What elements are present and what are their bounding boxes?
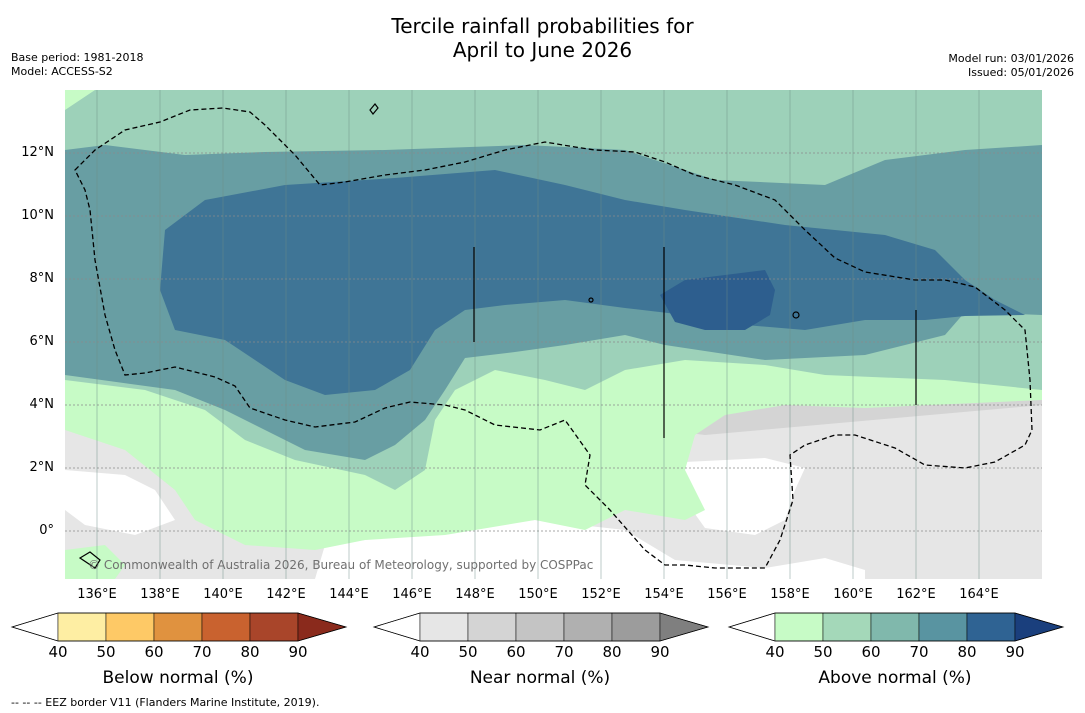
map-title: Tercile rainfall probabilities for April… — [0, 14, 1085, 62]
lon-label-148e: 148°E — [455, 587, 495, 602]
lon-label-158e: 158°E — [770, 587, 810, 602]
cb-near-segment-0 — [373, 612, 421, 642]
model-name: Model: ACCESS-S2 — [11, 65, 113, 78]
probability-map — [65, 90, 1042, 579]
cb-below-tick-60: 60 — [144, 643, 164, 661]
cb-below-tick-90: 90 — [288, 643, 308, 661]
cb-below-segment-1 — [57, 612, 107, 642]
above-normal-50-patch-sw — [65, 545, 125, 579]
latitude-gridlines — [65, 152, 1042, 532]
cb-near-title: Near normal (%) — [469, 668, 611, 688]
base-period: Base period: 1981-2018 — [11, 51, 144, 64]
eez-footnote: -- -- -- EEZ border V11 (Flanders Marine… — [11, 696, 320, 709]
cb-above-tick-50: 50 — [813, 643, 833, 661]
cb-above-segment-3 — [870, 612, 920, 642]
cb-near-outline — [372, 612, 710, 642]
colorbar-below-normal — [10, 612, 348, 642]
lon-label-152e: 152°E — [581, 587, 621, 602]
no-signal-region-west — [65, 470, 175, 535]
cb-near-segment-2 — [467, 612, 517, 642]
cb-near-tick-50: 50 — [458, 643, 478, 661]
cb-near-segment-1 — [419, 612, 469, 642]
issued-date: Issued: 05/01/2026 — [967, 66, 1074, 79]
cb-above-outline — [727, 612, 1065, 642]
lat-label-4n: 4°N — [29, 397, 55, 412]
cb-above-tick-40: 40 — [765, 643, 785, 661]
cb-below-segment-2 — [105, 612, 155, 642]
cb-near-segment-5 — [611, 612, 661, 642]
longitude-gridlines — [96, 90, 980, 579]
eez-border — [74, 107, 1033, 569]
cb-above-segment-6 — [1014, 612, 1064, 642]
cb-below-segment-4 — [201, 612, 251, 642]
cb-above-segment-0 — [728, 612, 776, 642]
cb-above-tick-60: 60 — [861, 643, 881, 661]
cb-near-tick-70: 70 — [554, 643, 574, 661]
colorbar-above-normal — [727, 612, 1065, 642]
lon-label-162e: 162°E — [896, 587, 936, 602]
model-run-date: Model run: 03/01/2026 — [948, 52, 1074, 65]
lat-label-6n: 6°N — [29, 334, 55, 349]
copyright-notice: © Commonwealth of Australia 2026, Bureau… — [88, 558, 594, 572]
cb-above-segment-1 — [774, 612, 824, 642]
cb-above-segment-2 — [822, 612, 872, 642]
no-signal-region-center — [315, 520, 865, 579]
cb-below-tick-80: 80 — [240, 643, 260, 661]
no-signal-region-east — [685, 458, 805, 535]
lon-label-138e: 138°E — [140, 587, 180, 602]
title-line-2: April to June 2026 — [452, 38, 633, 62]
cb-above-tick-80: 80 — [957, 643, 977, 661]
lon-label-164e: 164°E — [959, 587, 999, 602]
lon-label-154e: 154°E — [644, 587, 684, 602]
cb-near-segment-6 — [659, 612, 709, 642]
cb-below-title: Below normal (%) — [102, 668, 254, 688]
lat-label-12n: 12°N — [21, 145, 54, 160]
island-outlines — [78, 103, 917, 569]
map-svg — [65, 90, 1042, 579]
lon-label-160e: 160°E — [833, 587, 873, 602]
cb-below-tick-40: 40 — [48, 643, 68, 661]
cb-above-tick-70: 70 — [909, 643, 929, 661]
lat-label-10n: 10°N — [21, 208, 54, 223]
cb-near-segment-3 — [515, 612, 565, 642]
cb-above-tick-90: 90 — [1005, 643, 1025, 661]
cb-below-tick-50: 50 — [96, 643, 116, 661]
cb-above-title: Above normal (%) — [818, 668, 972, 688]
run-info: Model run: 03/01/2026 Issued: 05/01/2026 — [948, 52, 1074, 80]
cb-below-segment-6 — [297, 612, 347, 642]
title-line-1: Tercile rainfall probabilities for — [391, 14, 694, 38]
lon-label-136e: 136°E — [77, 587, 117, 602]
cb-below-segment-0 — [11, 612, 59, 642]
above-normal-80-region — [160, 170, 1025, 395]
cb-near-tick-40: 40 — [410, 643, 430, 661]
cb-below-segment-3 — [153, 612, 203, 642]
cb-above-segment-4 — [918, 612, 968, 642]
lon-label-156e: 156°E — [707, 587, 747, 602]
model-info: Base period: 1981-2018 Model: ACCESS-S2 — [11, 51, 143, 79]
lon-label-142e: 142°E — [266, 587, 306, 602]
above-normal-90-region — [660, 270, 775, 330]
cb-near-segment-4 — [563, 612, 613, 642]
cb-near-tick-90: 90 — [650, 643, 670, 661]
cb-below-tick-70: 70 — [192, 643, 212, 661]
cb-above-segment-5 — [966, 612, 1016, 642]
lat-label-8n: 8°N — [29, 271, 55, 286]
cb-below-segment-5 — [249, 612, 299, 642]
cb-below-outline — [10, 612, 348, 642]
lon-label-140e: 140°E — [203, 587, 243, 602]
lat-label-2n: 2°N — [29, 460, 55, 475]
cb-near-tick-80: 80 — [602, 643, 622, 661]
lon-label-150e: 150°E — [518, 587, 558, 602]
cb-near-tick-60: 60 — [506, 643, 526, 661]
lon-label-144e: 144°E — [329, 587, 369, 602]
colorbar-near-normal — [372, 612, 710, 642]
lon-label-146e: 146°E — [392, 587, 432, 602]
lat-label-0: 0° — [39, 523, 54, 538]
